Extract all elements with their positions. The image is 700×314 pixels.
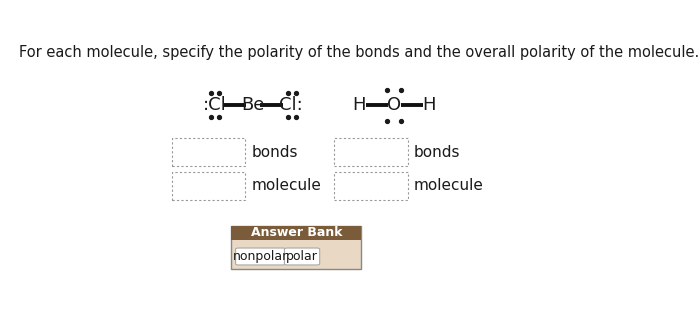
Text: bonds: bonds [414, 144, 461, 160]
FancyBboxPatch shape [284, 248, 320, 265]
Text: H: H [352, 96, 365, 114]
Bar [335, 138, 407, 166]
Text: :Cl: :Cl [203, 96, 227, 114]
Text: For each molecule, specify the polarity of the bonds and the overall polarity of: For each molecule, specify the polarity … [19, 45, 699, 60]
FancyBboxPatch shape [236, 248, 286, 265]
Text: polar: polar [286, 250, 318, 263]
Text: Be: Be [241, 96, 265, 114]
Text: O: O [387, 96, 401, 114]
Bar [172, 138, 245, 166]
Bar [172, 172, 245, 200]
Text: bonds: bonds [251, 144, 298, 160]
Text: Answer Bank: Answer Bank [251, 226, 342, 239]
Text: molecule: molecule [251, 178, 321, 193]
Text: Cl:: Cl: [279, 96, 303, 114]
Bar [335, 172, 407, 200]
Text: molecule: molecule [414, 178, 484, 193]
Text: nonpolar: nonpolar [233, 250, 288, 263]
Bar [231, 226, 361, 268]
Bar [231, 226, 361, 240]
Text: H: H [423, 96, 436, 114]
